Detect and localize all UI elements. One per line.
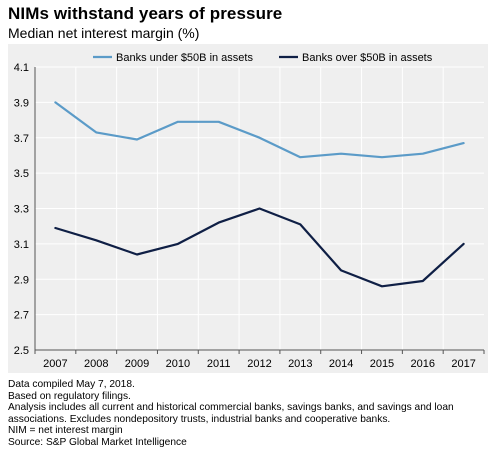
- line-chart: 2.5 2.7 2.9 3.1 3.3 3.5 3.7 3.9 4.1 2007 2008 2009…: [14, 52, 485, 370]
- y-tick-label: 3.3: [14, 204, 29, 216]
- chart-title: NIMs withstand years of pressure: [8, 4, 283, 23]
- legend-label: Banks over $50B in assets: [302, 52, 433, 64]
- x-tick-label: 2013: [288, 358, 312, 370]
- y-tick-label: 2.7: [14, 310, 29, 322]
- footnote-line: Analysis includes all current and histor…: [8, 402, 454, 414]
- y-tick-label: 4.1: [14, 62, 29, 74]
- chart-subtitle: Median net interest margin (%): [8, 25, 200, 41]
- y-tick-label: 3.5: [14, 168, 29, 180]
- x-tick-label: 2017: [451, 358, 475, 370]
- footnote-line: associations. Excludes nondepository tru…: [8, 413, 391, 425]
- x-tick-labels: 2007 2008 2009 2010 2011 2012 2013 2014 2015 2016…: [43, 358, 476, 370]
- x-tick-label: 2007: [43, 358, 67, 370]
- footnote-line: Source: S&P Global Market Intelligence: [8, 436, 187, 448]
- axes: [34, 67, 485, 354]
- y-tick-label: 3.1: [14, 239, 29, 251]
- series-line-under-50b: [54, 101, 465, 159]
- y-tick-label: 3.7: [14, 133, 29, 145]
- series-line-over-50b: [54, 207, 465, 288]
- x-tick-label: 2009: [125, 358, 149, 370]
- x-tick-label: 2011: [207, 358, 231, 370]
- x-tick-label: 2014: [329, 358, 353, 370]
- footnotes: Data compiled May 7, 2018. Based on regu…: [8, 379, 492, 449]
- x-tick-label: 2015: [370, 358, 394, 370]
- footnote-line: Based on regulatory filings.: [8, 390, 131, 402]
- x-tick-label: 2016: [411, 358, 435, 370]
- y-tick-label: 3.9: [14, 97, 29, 109]
- legend: Banks under $50B in assets Banks over $50…: [93, 52, 433, 64]
- footnote-line: Data compiled May 7, 2018.: [8, 379, 135, 390]
- x-tick-label: 2012: [247, 358, 271, 370]
- series-lines: [54, 101, 465, 288]
- footnote-line: NIM = net interest margin: [8, 425, 123, 437]
- legend-label: Banks under $50B in assets: [116, 52, 253, 64]
- y-tick-label: 2.9: [14, 274, 29, 286]
- y-tick-labels: 2.5 2.7 2.9 3.1 3.3 3.5 3.7 3.9 4.1: [14, 62, 29, 357]
- y-tick-label: 2.5: [14, 345, 29, 357]
- x-tick-label: 2008: [84, 358, 108, 370]
- chart-panel: 2.5 2.7 2.9 3.1 3.3 3.5 3.7 3.9 4.1 2007 2008 2009…: [8, 44, 488, 373]
- x-tick-label: 2010: [166, 358, 190, 370]
